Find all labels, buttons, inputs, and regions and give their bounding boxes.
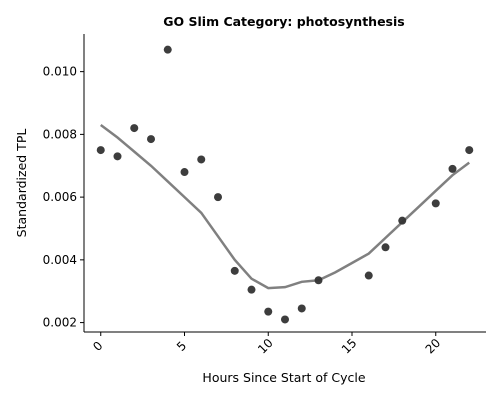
data-point	[147, 135, 155, 144]
y-tick-label: 0.008	[43, 127, 77, 141]
data-point	[448, 164, 457, 173]
data-point	[364, 271, 373, 280]
x-ticks: 0 5 10 15 20	[90, 332, 443, 357]
plot-area: 0 5 10 15 20 0.002 0.004 0.006 0.008 0.010	[43, 34, 486, 357]
y-tick-label: 0.002	[43, 316, 77, 330]
y-tick-label: 0.010	[43, 65, 77, 79]
data-point	[130, 124, 139, 133]
y-axis-label: Standardized TPL	[14, 129, 29, 238]
x-tick-label: 20	[423, 336, 444, 357]
data-point	[431, 199, 440, 208]
data-point	[297, 304, 306, 313]
data-point	[163, 45, 172, 54]
data-point	[281, 315, 289, 324]
data-point	[96, 146, 105, 155]
data-point	[398, 216, 407, 225]
data-point	[180, 168, 189, 177]
trend-line	[100, 123, 470, 290]
data-point	[264, 307, 273, 316]
data-point	[197, 155, 206, 164]
data-point	[230, 266, 239, 275]
x-axis-label: Hours Since Start of Cycle	[202, 370, 365, 385]
x-tick-label: 10	[255, 336, 276, 357]
x-tick-label: 5	[174, 339, 189, 354]
x-tick-label: 0	[90, 339, 105, 354]
y-tick-label: 0.004	[43, 253, 77, 267]
data-point	[465, 146, 474, 155]
x-tick-label: 15	[339, 336, 360, 357]
data-points	[96, 45, 474, 324]
data-point	[247, 285, 256, 294]
data-point	[314, 276, 323, 285]
y-ticks: 0.002 0.004 0.006 0.008 0.010	[43, 65, 84, 330]
data-point	[113, 152, 122, 161]
chart-title: GO Slim Category: photosynthesis	[163, 14, 404, 29]
y-tick-label: 0.006	[43, 190, 77, 204]
data-point	[214, 193, 222, 202]
data-point	[381, 243, 390, 252]
